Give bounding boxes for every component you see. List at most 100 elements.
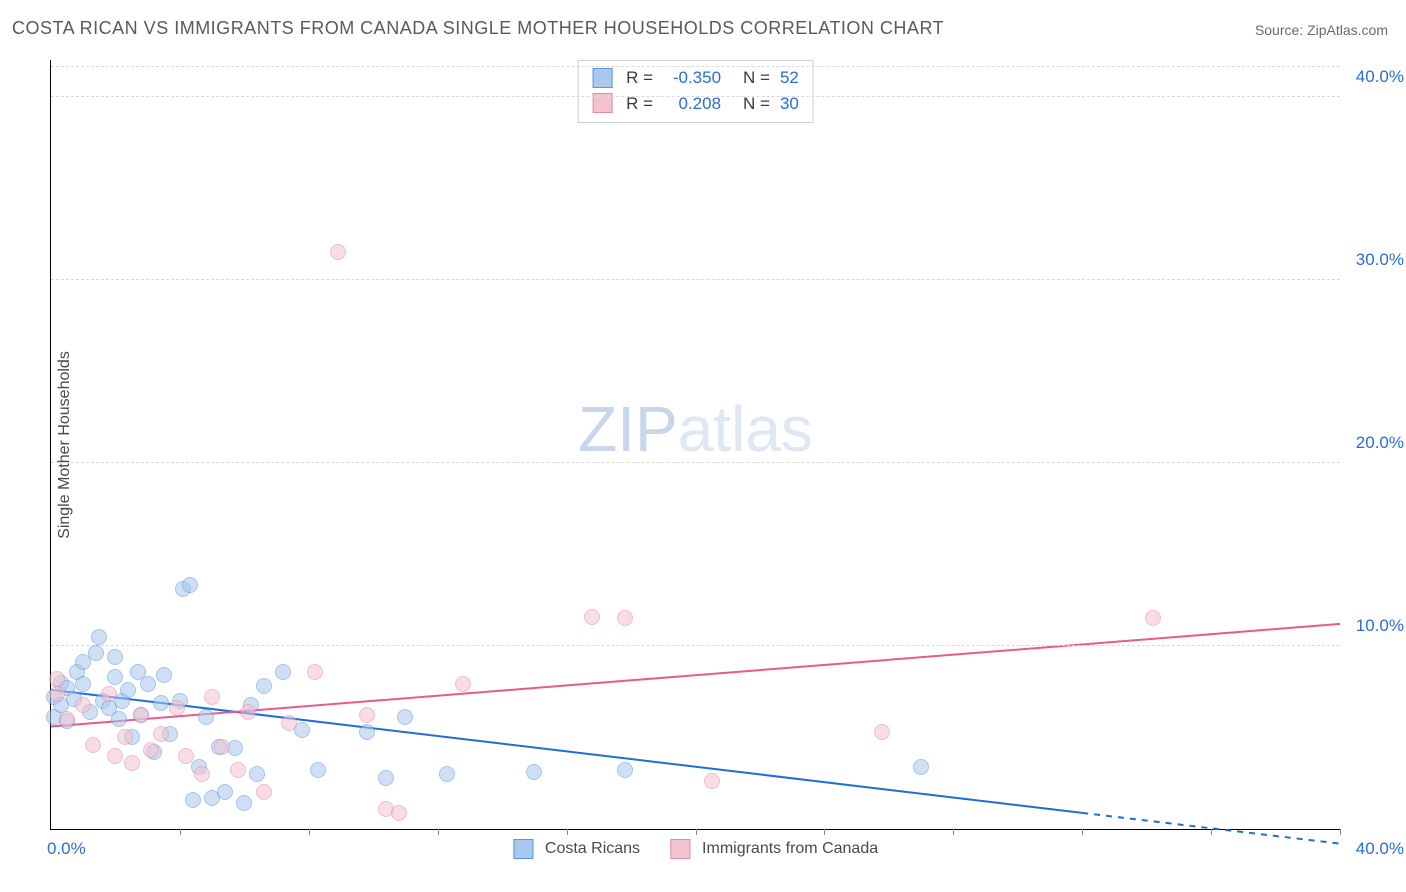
- data-point: [111, 711, 127, 727]
- data-point: [256, 678, 272, 694]
- data-point: [120, 682, 136, 698]
- data-point: [153, 695, 169, 711]
- legend-swatch-icon: [592, 68, 612, 88]
- gridline: [51, 66, 1340, 67]
- gridline: [51, 96, 1340, 97]
- legend-stats-row: R =-0.350 N =52: [592, 65, 799, 91]
- data-point: [359, 707, 375, 723]
- x-axis-min-label: 0.0%: [47, 839, 86, 859]
- x-axis-max-label: 40.0%: [1356, 839, 1404, 859]
- data-point: [117, 729, 133, 745]
- legend-item: Costa Ricans: [513, 839, 640, 859]
- data-point: [75, 697, 91, 713]
- data-point: [330, 244, 346, 260]
- data-point: [182, 577, 198, 593]
- legend-stats-box: R =-0.350 N =52 R =0.208 N =30: [577, 60, 814, 123]
- data-point: [439, 766, 455, 782]
- x-tick: [309, 829, 310, 835]
- data-point: [249, 766, 265, 782]
- stat-n-value: 30: [780, 91, 799, 117]
- y-tick-label: 30.0%: [1356, 250, 1404, 270]
- legend-swatch-icon: [513, 839, 533, 859]
- data-point: [281, 715, 297, 731]
- data-point: [178, 748, 194, 764]
- data-point: [169, 700, 185, 716]
- data-point: [85, 737, 101, 753]
- data-point: [584, 609, 600, 625]
- data-point: [256, 784, 272, 800]
- source-name: ZipAtlas.com: [1307, 22, 1388, 38]
- data-point: [455, 676, 471, 692]
- data-point: [107, 748, 123, 764]
- data-point: [704, 773, 720, 789]
- data-point: [198, 709, 214, 725]
- data-point: [140, 676, 156, 692]
- data-point: [107, 669, 123, 685]
- x-tick: [1340, 829, 1341, 835]
- y-axis-label: Single Mother Households: [56, 351, 74, 539]
- data-point: [124, 755, 140, 771]
- legend-bottom: Costa Ricans Immigrants from Canada: [513, 839, 878, 859]
- x-tick: [438, 829, 439, 835]
- data-point: [153, 726, 169, 742]
- x-tick: [1211, 829, 1212, 835]
- x-tick: [953, 829, 954, 835]
- source-credit: Source: ZipAtlas.com: [1255, 22, 1388, 38]
- data-point: [59, 711, 75, 727]
- data-point: [391, 805, 407, 821]
- data-point: [156, 667, 172, 683]
- data-point: [214, 739, 230, 755]
- data-point: [526, 764, 542, 780]
- data-point: [236, 795, 252, 811]
- legend-item: Immigrants from Canada: [670, 839, 878, 859]
- x-tick: [824, 829, 825, 835]
- legend-label: Costa Ricans: [545, 840, 640, 858]
- data-point: [913, 759, 929, 775]
- data-point: [240, 704, 256, 720]
- gridline: [51, 462, 1340, 463]
- stat-r-value: 0.208: [663, 91, 721, 117]
- source-label: Source:: [1255, 22, 1303, 38]
- x-tick: [1082, 829, 1083, 835]
- gridline: [51, 645, 1340, 646]
- y-tick-label: 20.0%: [1356, 433, 1404, 453]
- data-point: [107, 649, 123, 665]
- data-point: [217, 784, 233, 800]
- data-point: [101, 686, 117, 702]
- x-tick: [567, 829, 568, 835]
- data-point: [310, 762, 326, 778]
- data-point: [75, 676, 91, 692]
- x-tick: [180, 829, 181, 835]
- data-point: [230, 762, 246, 778]
- stat-n-value: 52: [780, 65, 799, 91]
- watermark: ZIPatlas: [578, 392, 813, 466]
- stat-r-value: -0.350: [663, 65, 721, 91]
- data-point: [143, 742, 159, 758]
- data-point: [49, 671, 65, 687]
- y-tick-label: 40.0%: [1356, 67, 1404, 87]
- data-point: [617, 610, 633, 626]
- data-point: [91, 629, 107, 645]
- legend-swatch-icon: [670, 839, 690, 859]
- data-point: [397, 709, 413, 725]
- x-tick: [696, 829, 697, 835]
- gridline: [51, 279, 1340, 280]
- data-point: [307, 664, 323, 680]
- scatter-plot: Single Mother Households ZIPatlas R =-0.…: [50, 60, 1340, 830]
- data-point: [133, 707, 149, 723]
- data-point: [49, 686, 65, 702]
- data-point: [275, 664, 291, 680]
- data-point: [378, 770, 394, 786]
- data-point: [1145, 610, 1161, 626]
- data-point: [359, 724, 375, 740]
- chart-title: COSTA RICAN VS IMMIGRANTS FROM CANADA SI…: [12, 18, 944, 39]
- data-point: [194, 766, 210, 782]
- data-point: [617, 762, 633, 778]
- data-point: [88, 645, 104, 661]
- legend-label: Immigrants from Canada: [702, 840, 878, 858]
- y-tick-label: 10.0%: [1356, 616, 1404, 636]
- data-point: [874, 724, 890, 740]
- data-point: [185, 792, 201, 808]
- data-point: [204, 689, 220, 705]
- legend-stats-row: R =0.208 N =30: [592, 91, 799, 117]
